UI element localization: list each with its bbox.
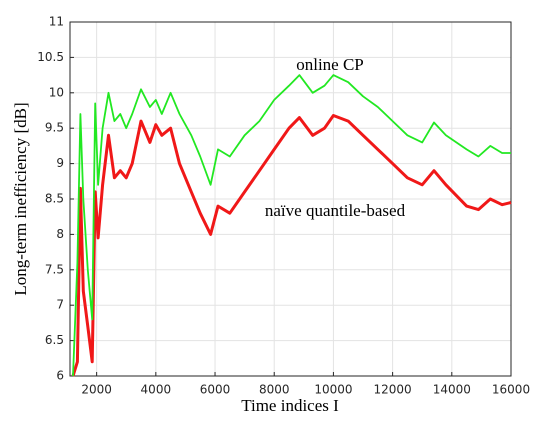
x-tick-label: 2000 — [81, 383, 112, 397]
x-tick-label: 6000 — [200, 383, 231, 397]
x-tick-label: 14000 — [433, 383, 471, 397]
x-tick-label: 10000 — [314, 383, 352, 397]
plot-frame — [69, 21, 512, 377]
y-tick-label: 6 — [56, 369, 64, 383]
y-axis-label: Long-term inefficiency [dB] — [11, 102, 30, 295]
y-tick-label: 6.5 — [45, 333, 64, 347]
x-tick-label: 8000 — [259, 383, 290, 397]
y-tick-label: 10.5 — [37, 50, 64, 64]
y-tick-label: 9.5 — [45, 121, 64, 135]
legend-label: naïve quantile-based — [265, 201, 406, 220]
y-tick-label: 8 — [56, 227, 64, 241]
line-series — [72, 74, 511, 377]
y-tick-label: 10 — [49, 85, 64, 99]
legend-label: online CP — [296, 55, 364, 74]
y-tick-label: 8.5 — [45, 192, 64, 206]
line-series — [71, 114, 512, 377]
y-tick-label: 11 — [49, 15, 64, 29]
x-axis-label: Time indices I — [241, 396, 339, 415]
y-tick-label: 9 — [56, 156, 64, 170]
y-tick-label: 7.5 — [45, 262, 64, 276]
y-tick-label: 7 — [56, 298, 64, 312]
x-tick-label: 16000 — [492, 383, 530, 397]
x-tick-label: 12000 — [374, 383, 412, 397]
x-tick-label: 4000 — [141, 383, 172, 397]
